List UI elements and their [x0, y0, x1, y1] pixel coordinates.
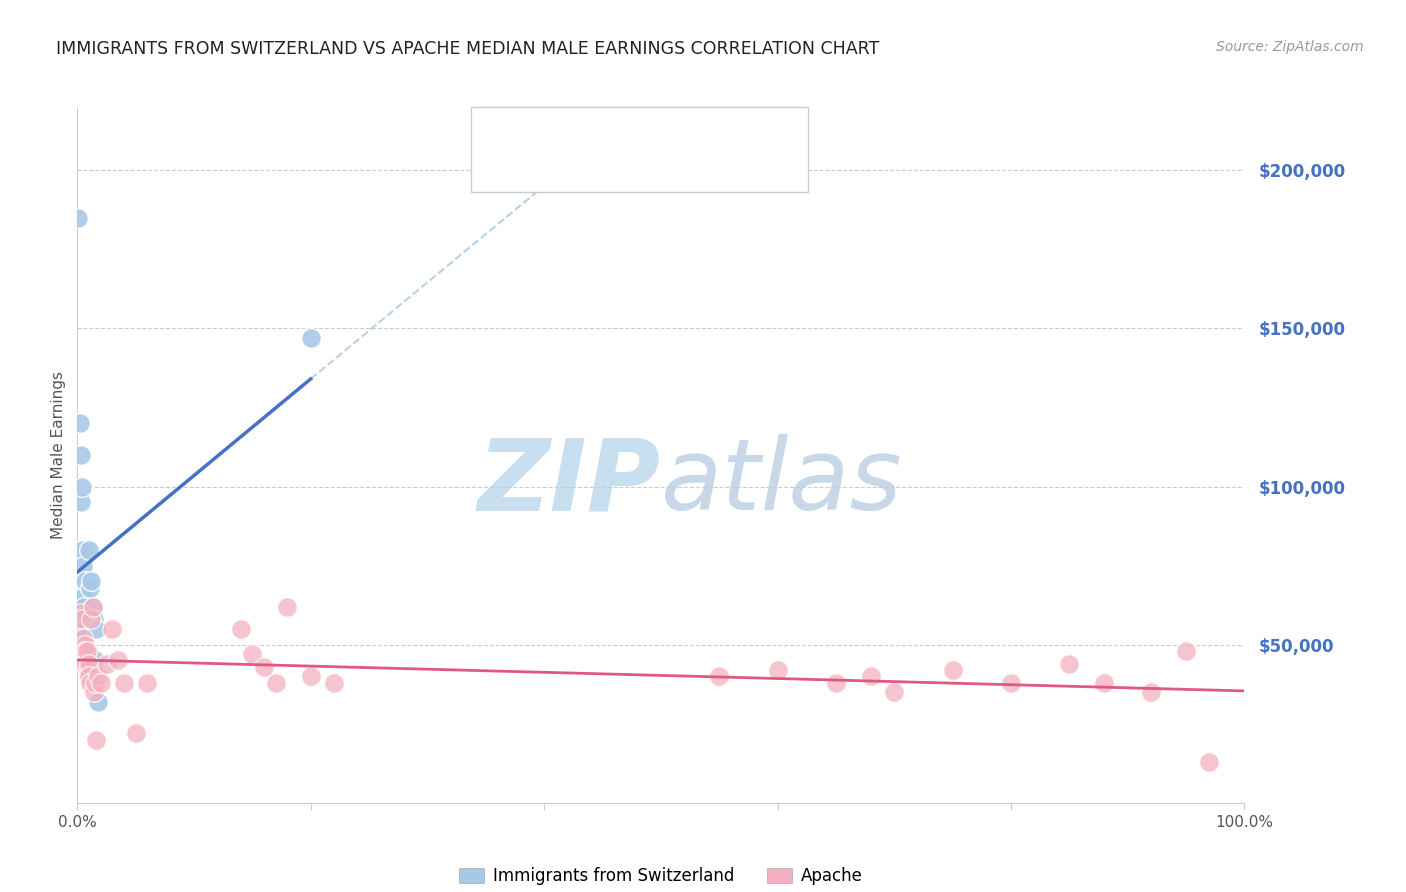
FancyBboxPatch shape — [495, 129, 558, 145]
Point — [107, 653, 129, 667]
Point — [77, 669, 100, 683]
Point — [101, 622, 124, 636]
Point — [253, 660, 276, 674]
Point — [77, 657, 100, 671]
Text: N =: N = — [703, 163, 754, 181]
Point — [75, 632, 97, 646]
Point — [70, 638, 93, 652]
Point — [80, 612, 103, 626]
Point — [70, 612, 93, 626]
Text: -0.517: -0.517 — [621, 163, 685, 181]
Point — [79, 675, 101, 690]
Point — [83, 653, 105, 667]
Point — [709, 669, 731, 683]
Text: Source: ZipAtlas.com: Source: ZipAtlas.com — [1216, 40, 1364, 54]
FancyBboxPatch shape — [495, 164, 558, 179]
Text: 23: 23 — [775, 128, 800, 145]
Point — [1092, 675, 1115, 690]
Point — [229, 622, 252, 636]
Text: 0.305: 0.305 — [621, 128, 678, 145]
Point — [84, 622, 107, 636]
Point — [83, 675, 105, 690]
Point — [242, 647, 264, 661]
Point — [73, 644, 96, 658]
Point — [75, 644, 97, 658]
Text: IMMIGRANTS FROM SWITZERLAND VS APACHE MEDIAN MALE EARNINGS CORRELATION CHART: IMMIGRANTS FROM SWITZERLAND VS APACHE ME… — [56, 40, 880, 58]
Point — [883, 685, 905, 699]
Point — [1000, 675, 1022, 690]
Point — [825, 675, 848, 690]
Point — [323, 675, 346, 690]
Point — [73, 622, 96, 636]
Legend: Immigrants from Switzerland, Apache: Immigrants from Switzerland, Apache — [453, 861, 869, 892]
Point — [69, 606, 91, 620]
Point — [73, 653, 96, 667]
Point — [72, 591, 94, 605]
Point — [1140, 685, 1163, 699]
Point — [76, 663, 98, 677]
Point — [276, 599, 298, 614]
Point — [299, 331, 322, 345]
Point — [69, 495, 91, 509]
Text: atlas: atlas — [661, 434, 903, 532]
Point — [82, 599, 104, 614]
Text: ZIP: ZIP — [478, 434, 661, 532]
Point — [264, 675, 287, 690]
Point — [87, 669, 110, 683]
Point — [72, 632, 94, 646]
Point — [90, 675, 112, 690]
Point — [76, 669, 98, 683]
Point — [83, 612, 105, 626]
Point — [766, 663, 789, 677]
Point — [1175, 644, 1198, 658]
Point — [69, 448, 91, 462]
Point — [76, 606, 98, 620]
Text: N =: N = — [703, 128, 754, 145]
Point — [76, 644, 98, 658]
Point — [70, 479, 93, 493]
Point — [72, 558, 94, 573]
Point — [75, 574, 97, 589]
Point — [112, 675, 135, 690]
Point — [83, 685, 105, 699]
Point — [299, 669, 322, 683]
Text: 47: 47 — [775, 163, 800, 181]
Point — [79, 581, 101, 595]
Point — [859, 669, 882, 683]
Point — [75, 657, 97, 671]
Point — [69, 417, 91, 431]
Point — [84, 732, 107, 747]
Point — [77, 542, 100, 557]
Point — [136, 675, 159, 690]
Point — [942, 663, 965, 677]
Text: R =: R = — [571, 128, 609, 145]
Point — [73, 599, 96, 614]
Point — [1059, 657, 1081, 671]
Point — [76, 644, 98, 658]
Point — [80, 574, 103, 589]
Point — [87, 695, 110, 709]
Point — [1198, 755, 1220, 769]
Text: R =: R = — [571, 163, 609, 181]
Point — [67, 211, 90, 225]
Point — [125, 726, 148, 740]
Y-axis label: Median Male Earnings: Median Male Earnings — [51, 371, 66, 539]
Point — [96, 657, 118, 671]
Point — [75, 638, 97, 652]
Point — [70, 542, 93, 557]
Point — [82, 599, 104, 614]
